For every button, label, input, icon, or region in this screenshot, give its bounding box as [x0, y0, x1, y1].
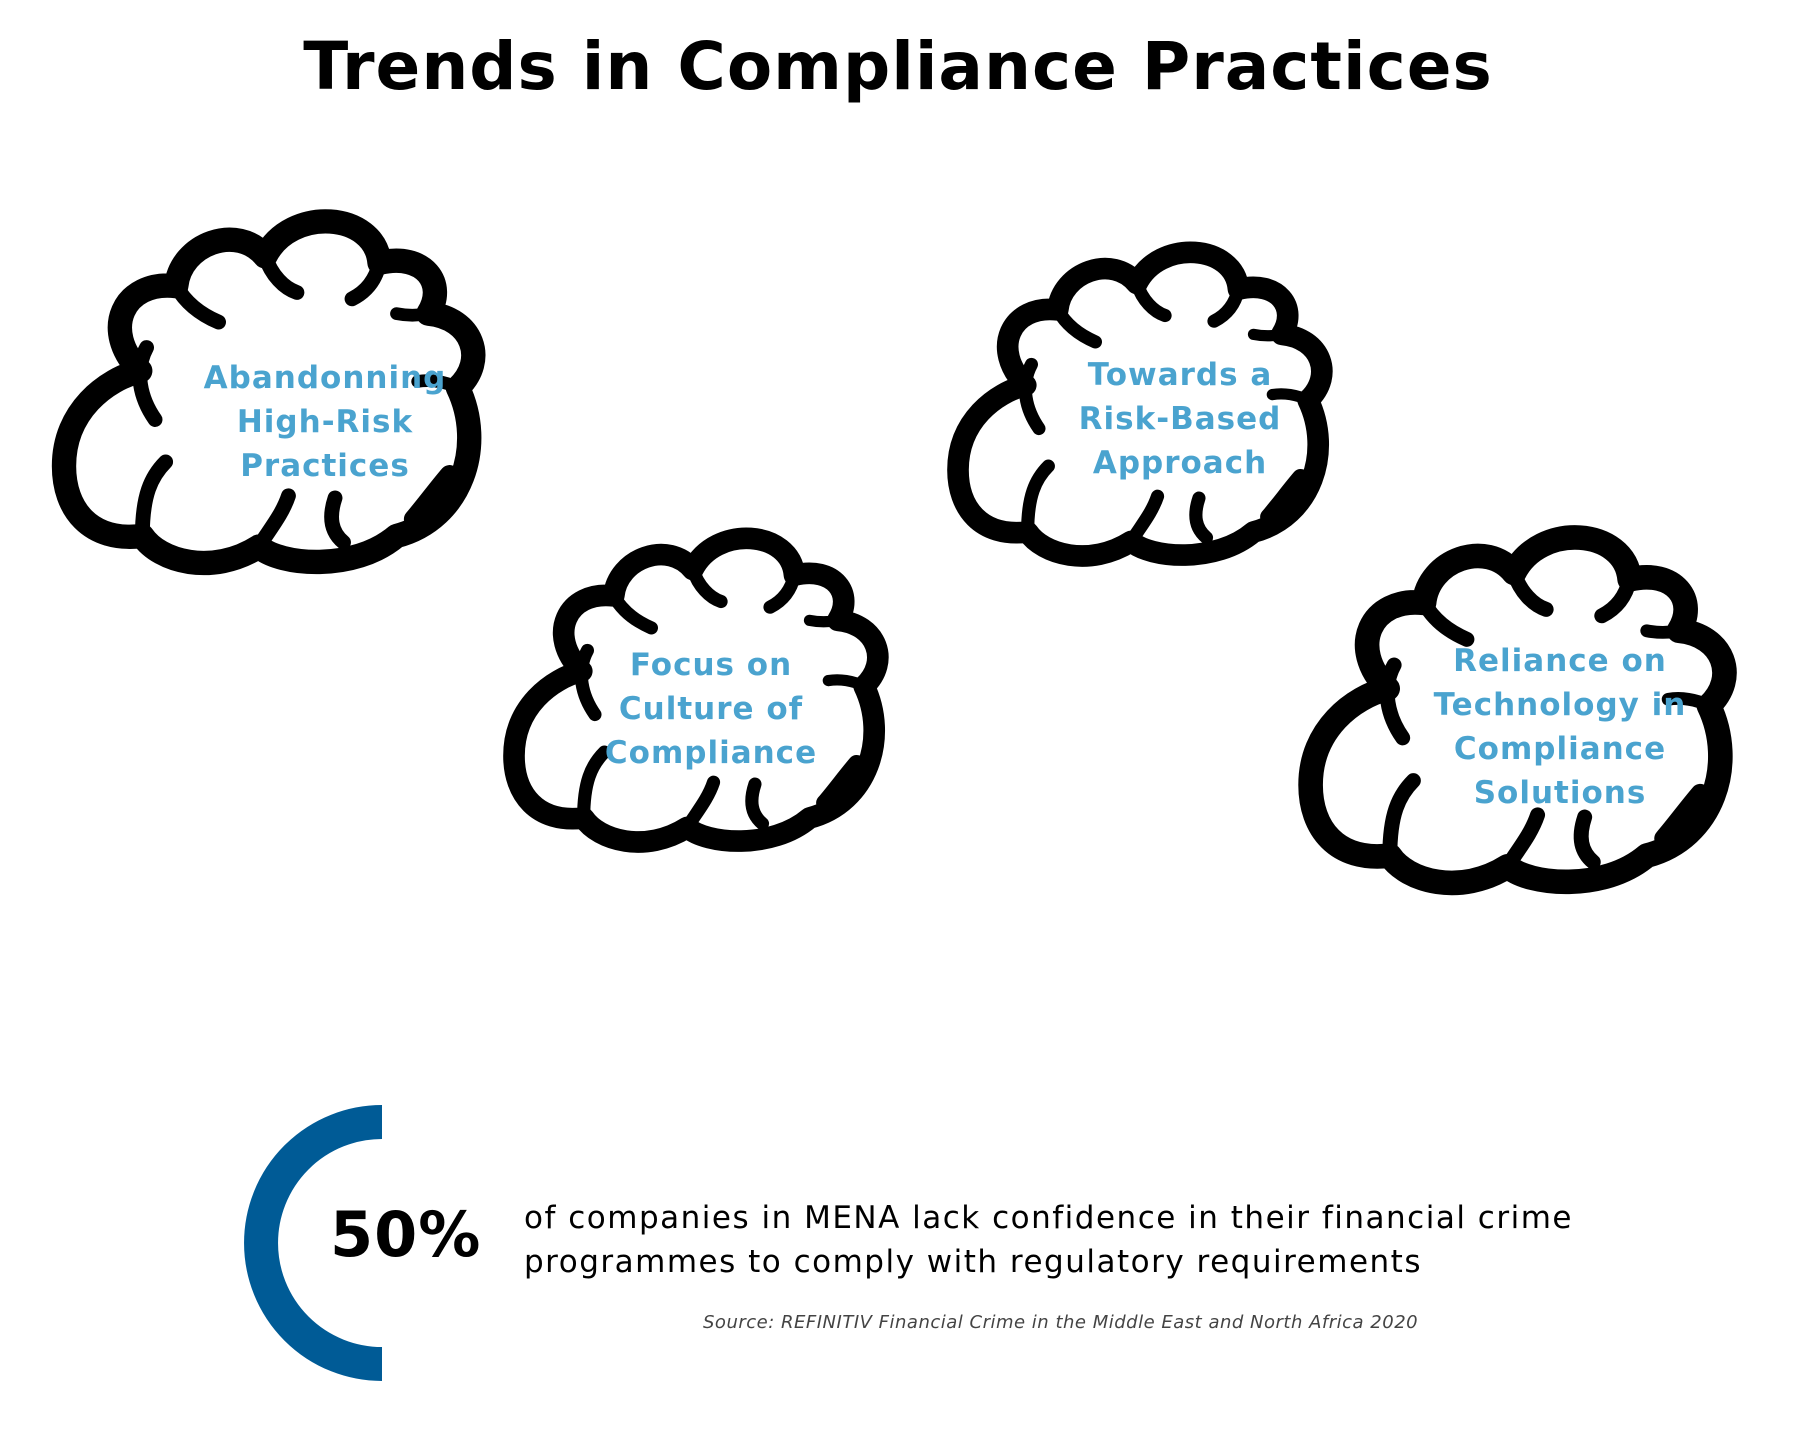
stat-percentage: 50%	[330, 1198, 482, 1271]
cloud-label-line: Culture of	[618, 691, 804, 727]
cloud-label-line: Approach	[1092, 445, 1268, 481]
cloud-abandonning-high-risk: Abandonning High-Risk Practices	[30, 212, 530, 572]
cloud-label-line: Practices	[240, 448, 410, 484]
cloud-label-line: High-Risk	[236, 404, 414, 440]
stat-description-line: programmes to comply with regulatory req…	[524, 1244, 1422, 1280]
cloud-label-line: Towards a	[1087, 357, 1273, 393]
cloud-label-line: Compliance	[604, 735, 818, 771]
cloud-label: Abandonning High-Risk Practices	[150, 342, 500, 502]
progress-ring-icon	[244, 1105, 383, 1381]
cloud-reliance-on-technology: Reliance on Technology in Compliance Sol…	[1284, 528, 1774, 892]
cloud-culture-of-compliance: Focus on Culture of Compliance	[486, 530, 926, 850]
progress-ring-arc	[244, 1105, 383, 1381]
cloud-label: Focus on Culture of Compliance	[546, 634, 876, 784]
cloud-risk-based-approach: Towards a Risk-Based Approach	[930, 244, 1370, 564]
cloud-label-line: Solutions	[1473, 775, 1647, 811]
cloud-label-line: Risk-Based	[1078, 401, 1282, 437]
cloud-label-line: Compliance	[1453, 731, 1667, 767]
cloud-label-line: Abandonning	[203, 360, 447, 396]
source-citation: Source: REFINITIV Financial Crime in the…	[703, 1312, 1419, 1333]
cloud-label: Towards a Risk-Based Approach	[1010, 344, 1350, 494]
cloud-label-line: Focus on	[629, 647, 793, 683]
page-title: Trends in Compliance Practices	[303, 28, 1493, 105]
stat-description: of companies in MENA lack confidence in …	[524, 1196, 1573, 1284]
cloud-label-line: Reliance on	[1453, 643, 1667, 679]
stat-description-line: of companies in MENA lack confidence in …	[524, 1200, 1573, 1236]
cloud-label: Reliance on Technology in Compliance Sol…	[1380, 632, 1740, 822]
cloud-label-line: Technology in	[1433, 687, 1687, 723]
